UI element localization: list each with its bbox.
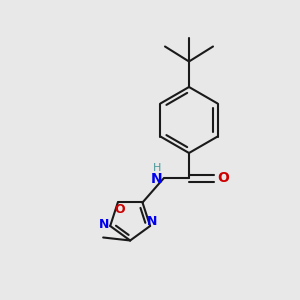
Text: O: O: [217, 172, 229, 185]
Text: H: H: [153, 163, 161, 173]
Text: N: N: [146, 215, 157, 228]
Text: O: O: [114, 202, 124, 216]
Text: N: N: [99, 218, 110, 231]
Text: N: N: [151, 172, 163, 186]
